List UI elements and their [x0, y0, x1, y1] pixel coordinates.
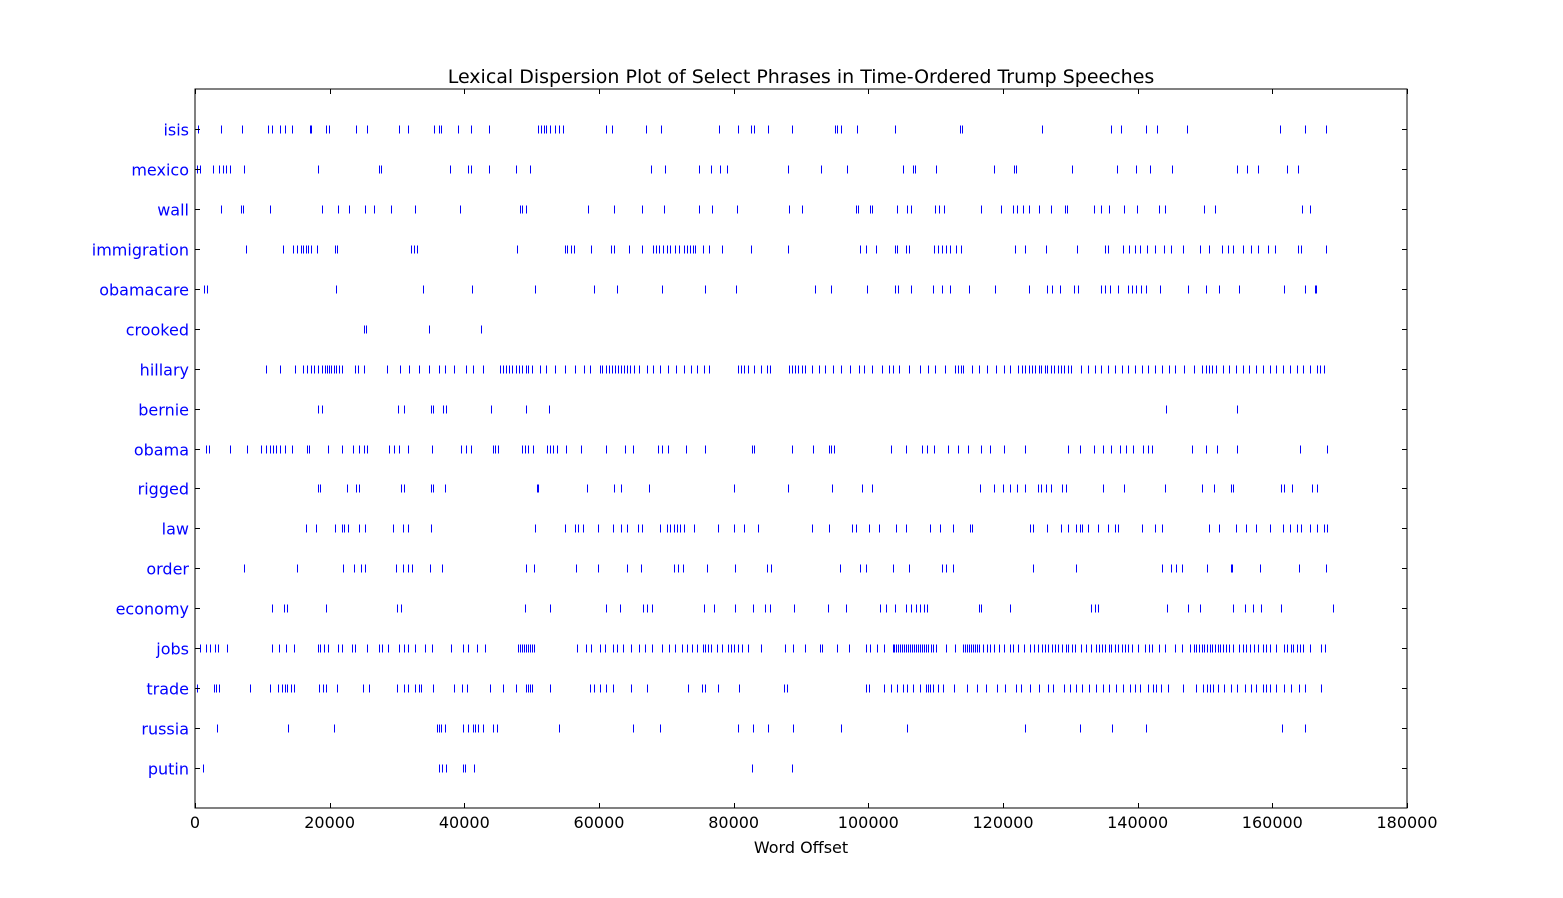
- y-tick-label-russia: russia: [141, 720, 189, 739]
- x-tick-label: 80000: [708, 813, 759, 832]
- y-tick-label-order: order: [146, 560, 189, 579]
- y-tick-label-rigged: rigged: [138, 480, 189, 499]
- y-tick-label-mexico: mexico: [131, 161, 189, 180]
- y-tick-label-immigration: immigration: [92, 241, 189, 260]
- marks-layer: [197, 125, 1334, 773]
- y-tick-label-putin: putin: [148, 760, 189, 779]
- x-tick-label: 60000: [574, 813, 625, 832]
- x-tick-label: 120000: [972, 813, 1033, 832]
- y-tick-label-wall: wall: [157, 201, 189, 220]
- x-tick-label: 20000: [304, 813, 355, 832]
- axes-frame: [194, 88, 1408, 809]
- y-tick-label-trade: trade: [146, 680, 189, 699]
- x-axis-label: Word Offset: [754, 838, 848, 857]
- y-tick-label-economy: economy: [116, 600, 189, 619]
- y-tick-label-law: law: [162, 520, 189, 539]
- x-tick-label: 180000: [1376, 813, 1437, 832]
- y-tick-label-obamacare: obamacare: [99, 281, 189, 300]
- x-tick-label: 140000: [1107, 813, 1168, 832]
- chart-title: Lexical Dispersion Plot of Select Phrase…: [448, 66, 1155, 88]
- y-tick-label-obama: obama: [134, 441, 189, 460]
- x-tick-label: 100000: [838, 813, 899, 832]
- y-tick-label-hillary: hillary: [140, 361, 189, 380]
- y-tick-label-jobs: jobs: [155, 640, 189, 659]
- x-tick-label: 40000: [439, 813, 490, 832]
- y-tick-label-isis: isis: [163, 121, 189, 140]
- x-tick-label: 0: [190, 813, 200, 832]
- y-tick-label-crooked: crooked: [126, 321, 189, 340]
- y-tick-label-bernie: bernie: [138, 401, 189, 420]
- ticks-layer: 0 20000 40000 60000 80000 100000 120000 140000 1…: [92, 89, 1438, 832]
- x-tick-label: 160000: [1242, 813, 1303, 832]
